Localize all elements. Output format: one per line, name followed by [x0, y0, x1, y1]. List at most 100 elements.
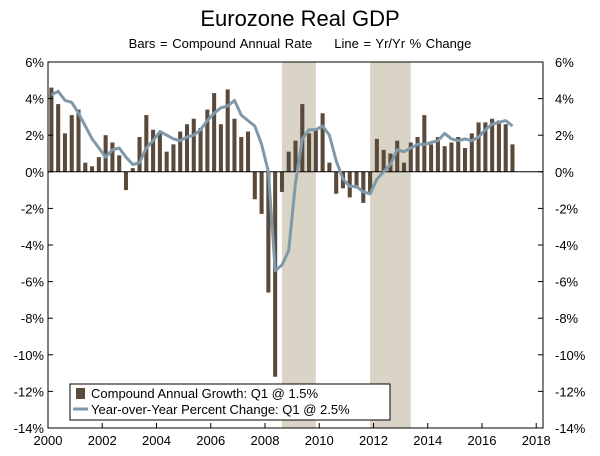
bar — [429, 144, 434, 172]
bar — [503, 124, 508, 172]
y-tick-label-left: -6% — [21, 275, 45, 290]
bar — [198, 127, 203, 172]
bar — [103, 135, 108, 172]
bar — [69, 115, 74, 172]
bar — [510, 144, 515, 172]
subtitle-line: Line = Yr/Yr % Change — [334, 36, 472, 51]
legend-label-line: Year-over-Year Percent Change: Q1 @ 2.5% — [91, 402, 350, 417]
bar — [273, 171, 278, 377]
y-tick-label-right: -14% — [555, 421, 586, 436]
bar — [401, 162, 407, 172]
recession-band — [281, 62, 316, 428]
bar — [178, 131, 183, 172]
bar — [56, 104, 61, 172]
bar — [381, 149, 386, 172]
y-tick-label-left: 0% — [25, 165, 44, 180]
y-tick-label-left: 2% — [25, 128, 44, 143]
bar — [184, 124, 190, 172]
bar — [354, 171, 359, 189]
y-tick-label-right: 0% — [555, 165, 574, 180]
y-tick-label-right: -10% — [555, 348, 586, 363]
x-tick-label: 2014 — [413, 433, 442, 448]
bar — [415, 137, 420, 172]
bar — [307, 133, 312, 172]
x-tick-label: 2010 — [305, 433, 334, 448]
bar-series — [49, 87, 515, 377]
bar — [144, 115, 149, 172]
bar — [239, 137, 244, 172]
bar — [476, 122, 481, 172]
x-tick-label: 2002 — [88, 433, 117, 448]
bar — [171, 144, 176, 172]
bar — [313, 129, 318, 172]
bar — [456, 137, 461, 172]
bar — [395, 140, 400, 172]
yoy-line — [50, 89, 514, 273]
y-tick-label-right: 6% — [555, 55, 574, 70]
bar — [462, 148, 468, 172]
bar — [374, 138, 379, 172]
x-tick-label: 2000 — [34, 433, 63, 448]
bar — [110, 142, 115, 172]
bar — [442, 146, 447, 172]
y-tick-label-right: 4% — [555, 92, 574, 107]
y-tick-label-right: -12% — [555, 384, 586, 399]
bar — [361, 171, 366, 203]
bar — [293, 140, 298, 172]
bar — [496, 120, 501, 172]
bar — [117, 155, 122, 172]
y-tick-label-right: -6% — [555, 275, 579, 290]
bar — [408, 142, 413, 172]
bar — [49, 87, 54, 172]
bar — [137, 137, 142, 172]
bar — [151, 129, 156, 172]
axes: 6% 6% 4% 4% 2% 2% 0% 0% -2% -2% -4% -4% -6% -6% -8% -8%… — [14, 55, 586, 448]
y-tick-label-right: -8% — [555, 311, 579, 326]
bar — [252, 171, 257, 200]
x-tick-label: 2012 — [359, 433, 388, 448]
x-tick-label: 2006 — [196, 433, 225, 448]
y-tick-label-left: 6% — [25, 55, 44, 70]
bar — [327, 162, 332, 172]
bar — [205, 109, 210, 172]
y-tick-label-left: -2% — [21, 201, 45, 216]
recession-shading — [281, 62, 411, 428]
legend-label-bars: Compound Annual Growth: Q1 @ 1.5% — [91, 386, 319, 401]
bar — [368, 171, 373, 194]
bar — [286, 151, 291, 172]
y-tick-label-left: -12% — [14, 384, 45, 399]
x-tick-label: 2018 — [522, 433, 551, 448]
bar — [490, 118, 495, 172]
bar — [259, 171, 264, 214]
bar — [90, 166, 95, 172]
y-tick-label-left: -4% — [21, 238, 45, 253]
bar — [130, 168, 135, 172]
bar — [246, 131, 251, 172]
bar — [469, 133, 474, 172]
bar — [83, 162, 88, 172]
y-tick-label-right: -2% — [555, 201, 579, 216]
bar — [435, 137, 440, 172]
bar — [157, 133, 162, 172]
x-tick-label: 2016 — [468, 433, 497, 448]
chart-subtitle: Bars = Compound Annual Rate Line = Yr/Yr … — [0, 36, 600, 51]
x-tick-label: 2008 — [251, 433, 280, 448]
bar — [225, 89, 230, 172]
bar — [483, 122, 488, 172]
subtitle-bars: Bars = Compound Annual Rate — [128, 36, 313, 51]
y-tick-label-left: 4% — [25, 92, 44, 107]
bar — [212, 93, 217, 172]
line-series — [50, 89, 514, 273]
bar — [62, 133, 67, 172]
bar — [334, 171, 339, 194]
bar — [279, 171, 284, 192]
recession-band — [370, 62, 411, 428]
bar — [266, 171, 271, 293]
bar — [232, 118, 237, 172]
legend: Compound Annual Growth: Q1 @ 1.5% Year-o… — [69, 383, 391, 421]
bar — [449, 142, 454, 172]
legend-swatch-bar — [76, 388, 85, 399]
y-tick-label-right: -4% — [555, 238, 579, 253]
bar — [218, 124, 223, 172]
